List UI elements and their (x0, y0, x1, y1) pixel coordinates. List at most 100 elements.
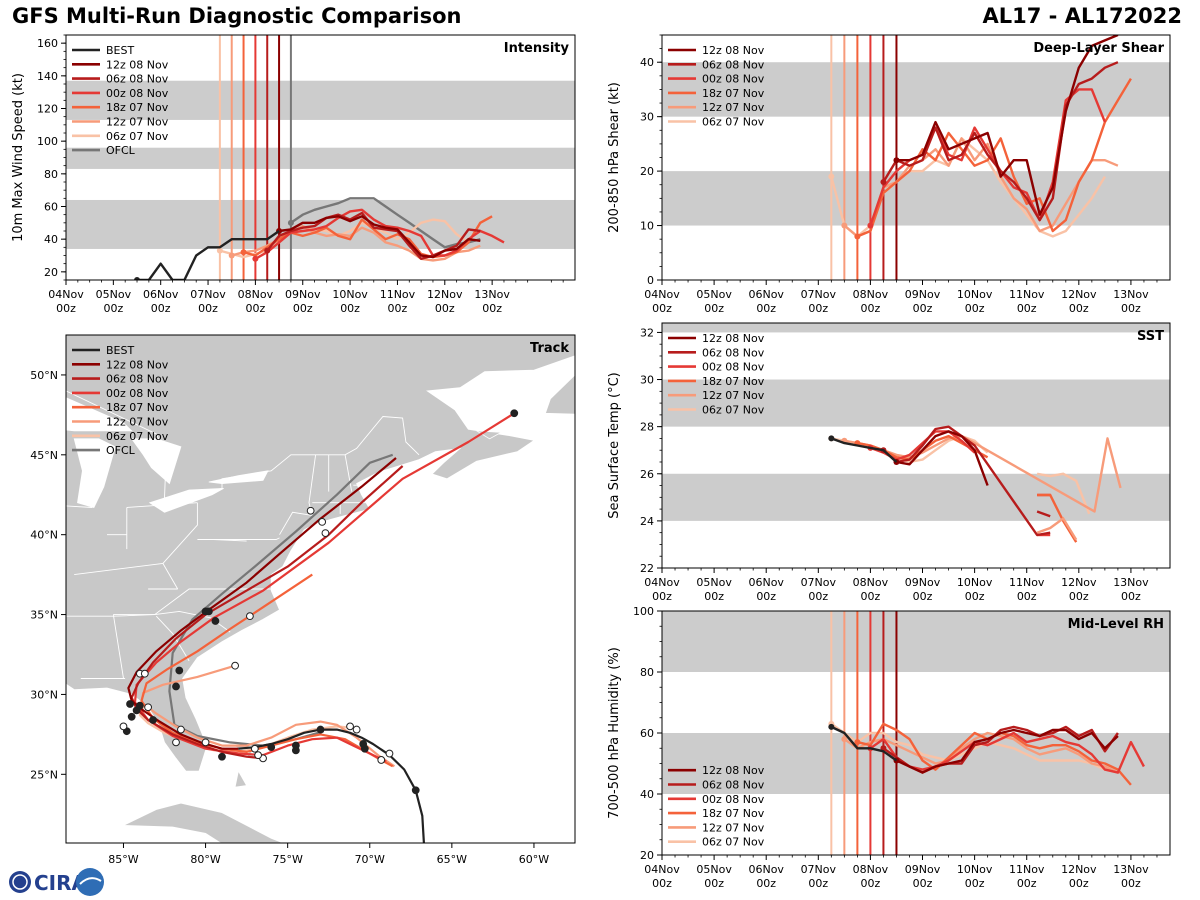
series-line-06z-08-nov (882, 61, 1119, 222)
series-line-00z-08-nov (869, 731, 1145, 774)
state-border (66, 615, 126, 679)
legend-label: 00z 08 Nov (702, 793, 765, 806)
track-position-marker (245, 612, 254, 621)
series-segment (1036, 516, 1078, 541)
x-tick-label: 05Nov (696, 576, 732, 589)
x-tick-label: 07Nov (801, 863, 837, 876)
x-tick-label: 12Nov (1061, 576, 1097, 589)
chart-track: 85°W 80°W 75°W 70°W 65°W 60°W 25°N 30°N 35°N 40°N… (30, 334, 576, 866)
x-tick-label: 00z (861, 590, 881, 603)
x-tick-label: 00z (293, 302, 313, 315)
x-tick-label: 80°W (190, 853, 220, 866)
series-start-point (841, 736, 848, 743)
state-border (126, 502, 198, 508)
track-position-marker (172, 682, 180, 691)
x-tick-label: 00z (756, 877, 776, 890)
x-tick-label: 06Nov (748, 576, 784, 589)
x-tick-label: 00z (808, 877, 828, 890)
track-position-marker (306, 506, 315, 515)
legend-label: 06z 07 Nov (702, 116, 765, 129)
y-tick-label: 40 (640, 788, 654, 801)
x-tick-label: 10Nov (957, 863, 993, 876)
track-position-marker (385, 749, 394, 758)
threshold-band (662, 379, 1170, 427)
y-tick-label: 25°N (30, 768, 58, 781)
x-tick-label: 00z (1121, 590, 1141, 603)
axes-frame (65, 334, 576, 844)
x-tick-label: 04Nov (644, 863, 680, 876)
series-start-point (867, 222, 874, 229)
track-position-marker (175, 666, 184, 675)
state-border (66, 390, 420, 499)
legend-label: BEST (106, 44, 134, 57)
plot-area (662, 35, 1170, 280)
x-tick-label: 60°W (519, 853, 549, 866)
x-tick-label: 10Nov (332, 288, 368, 301)
legend-label: 00z 08 Nov (702, 361, 765, 374)
state-border (162, 563, 179, 590)
series-segment (1037, 493, 1078, 543)
y-tick-label: 20 (640, 165, 654, 178)
track-position-marker (318, 518, 327, 526)
panel-title: Track (530, 341, 569, 356)
y-tick-label: 60 (44, 201, 58, 214)
track-position-marker (359, 740, 368, 748)
x-tick-label: 00z (340, 302, 360, 315)
y-axis-label: 200-850 hPa Shear (kt) (607, 82, 622, 233)
series-start-point (854, 233, 861, 240)
series-start-point (841, 222, 848, 229)
x-tick-label: 00z (652, 877, 672, 890)
land-polygon (544, 349, 575, 415)
state-border (344, 454, 353, 492)
y-tick-label: 80 (640, 666, 654, 679)
x-tick-label: 04Nov (644, 576, 680, 589)
threshold-band (662, 473, 1170, 521)
legend-label: 18z 07 Nov (702, 807, 765, 820)
state-border (213, 539, 247, 542)
x-tick-label: 00z (198, 302, 218, 315)
x-tick-label: 65°W (437, 853, 467, 866)
legend-label: 12z 07 Nov (702, 821, 765, 834)
x-tick-label: 07Nov (801, 288, 837, 301)
x-tick-label: 09Nov (905, 863, 941, 876)
x-tick-label: 00z (1017, 877, 1037, 890)
y-tick-label: 40 (640, 56, 654, 69)
track-position-marker (218, 752, 226, 761)
panel-title: Intensity (504, 41, 570, 56)
y-tick-label: 40°N (30, 529, 58, 542)
y-tick-label: 10 (640, 220, 654, 233)
legend-label: 06z 07 Nov (106, 430, 169, 443)
lake-polygon (73, 438, 116, 508)
threshold-band (662, 611, 1170, 672)
x-tick-label: 13Nov (1113, 288, 1149, 301)
legend-label: 06z 08 Nov (702, 346, 765, 359)
x-tick-label: 05Nov (96, 288, 132, 301)
track-position-marker (316, 725, 325, 734)
series-segment (1036, 510, 1051, 518)
track-position-marker (250, 744, 259, 753)
x-tick-label: 00z (704, 877, 724, 890)
storm-id-title: AL17 - AL172022 (982, 4, 1183, 28)
track-position-marker (352, 725, 361, 734)
x-tick-label: 08Nov (853, 576, 889, 589)
x-tick-label: 00z (1121, 302, 1141, 315)
x-tick-label: 09Nov (285, 288, 321, 301)
x-tick-label: 00z (435, 302, 455, 315)
threshold-band (66, 80, 575, 120)
chart-shear: 01020304004Nov00z05Nov00z06Nov00z07Nov00… (607, 34, 1171, 315)
x-tick-label: 00z (965, 590, 985, 603)
y-tick-label: 20 (640, 849, 654, 862)
y-tick-label: 50°N (30, 369, 58, 382)
x-tick-label: 75°W (272, 853, 302, 866)
y-tick-label: 26 (640, 468, 654, 481)
x-tick-label: 00z (704, 590, 724, 603)
x-tick-label: 08Nov (238, 288, 274, 301)
y-tick-label: 120 (37, 103, 58, 116)
x-tick-label: 12Nov (427, 288, 463, 301)
legend-label: OFCL (106, 144, 136, 157)
x-tick-label: 09Nov (905, 576, 941, 589)
x-tick-label: 09Nov (905, 288, 941, 301)
x-tick-label: 85°W (108, 853, 138, 866)
series-start-point (880, 179, 887, 185)
